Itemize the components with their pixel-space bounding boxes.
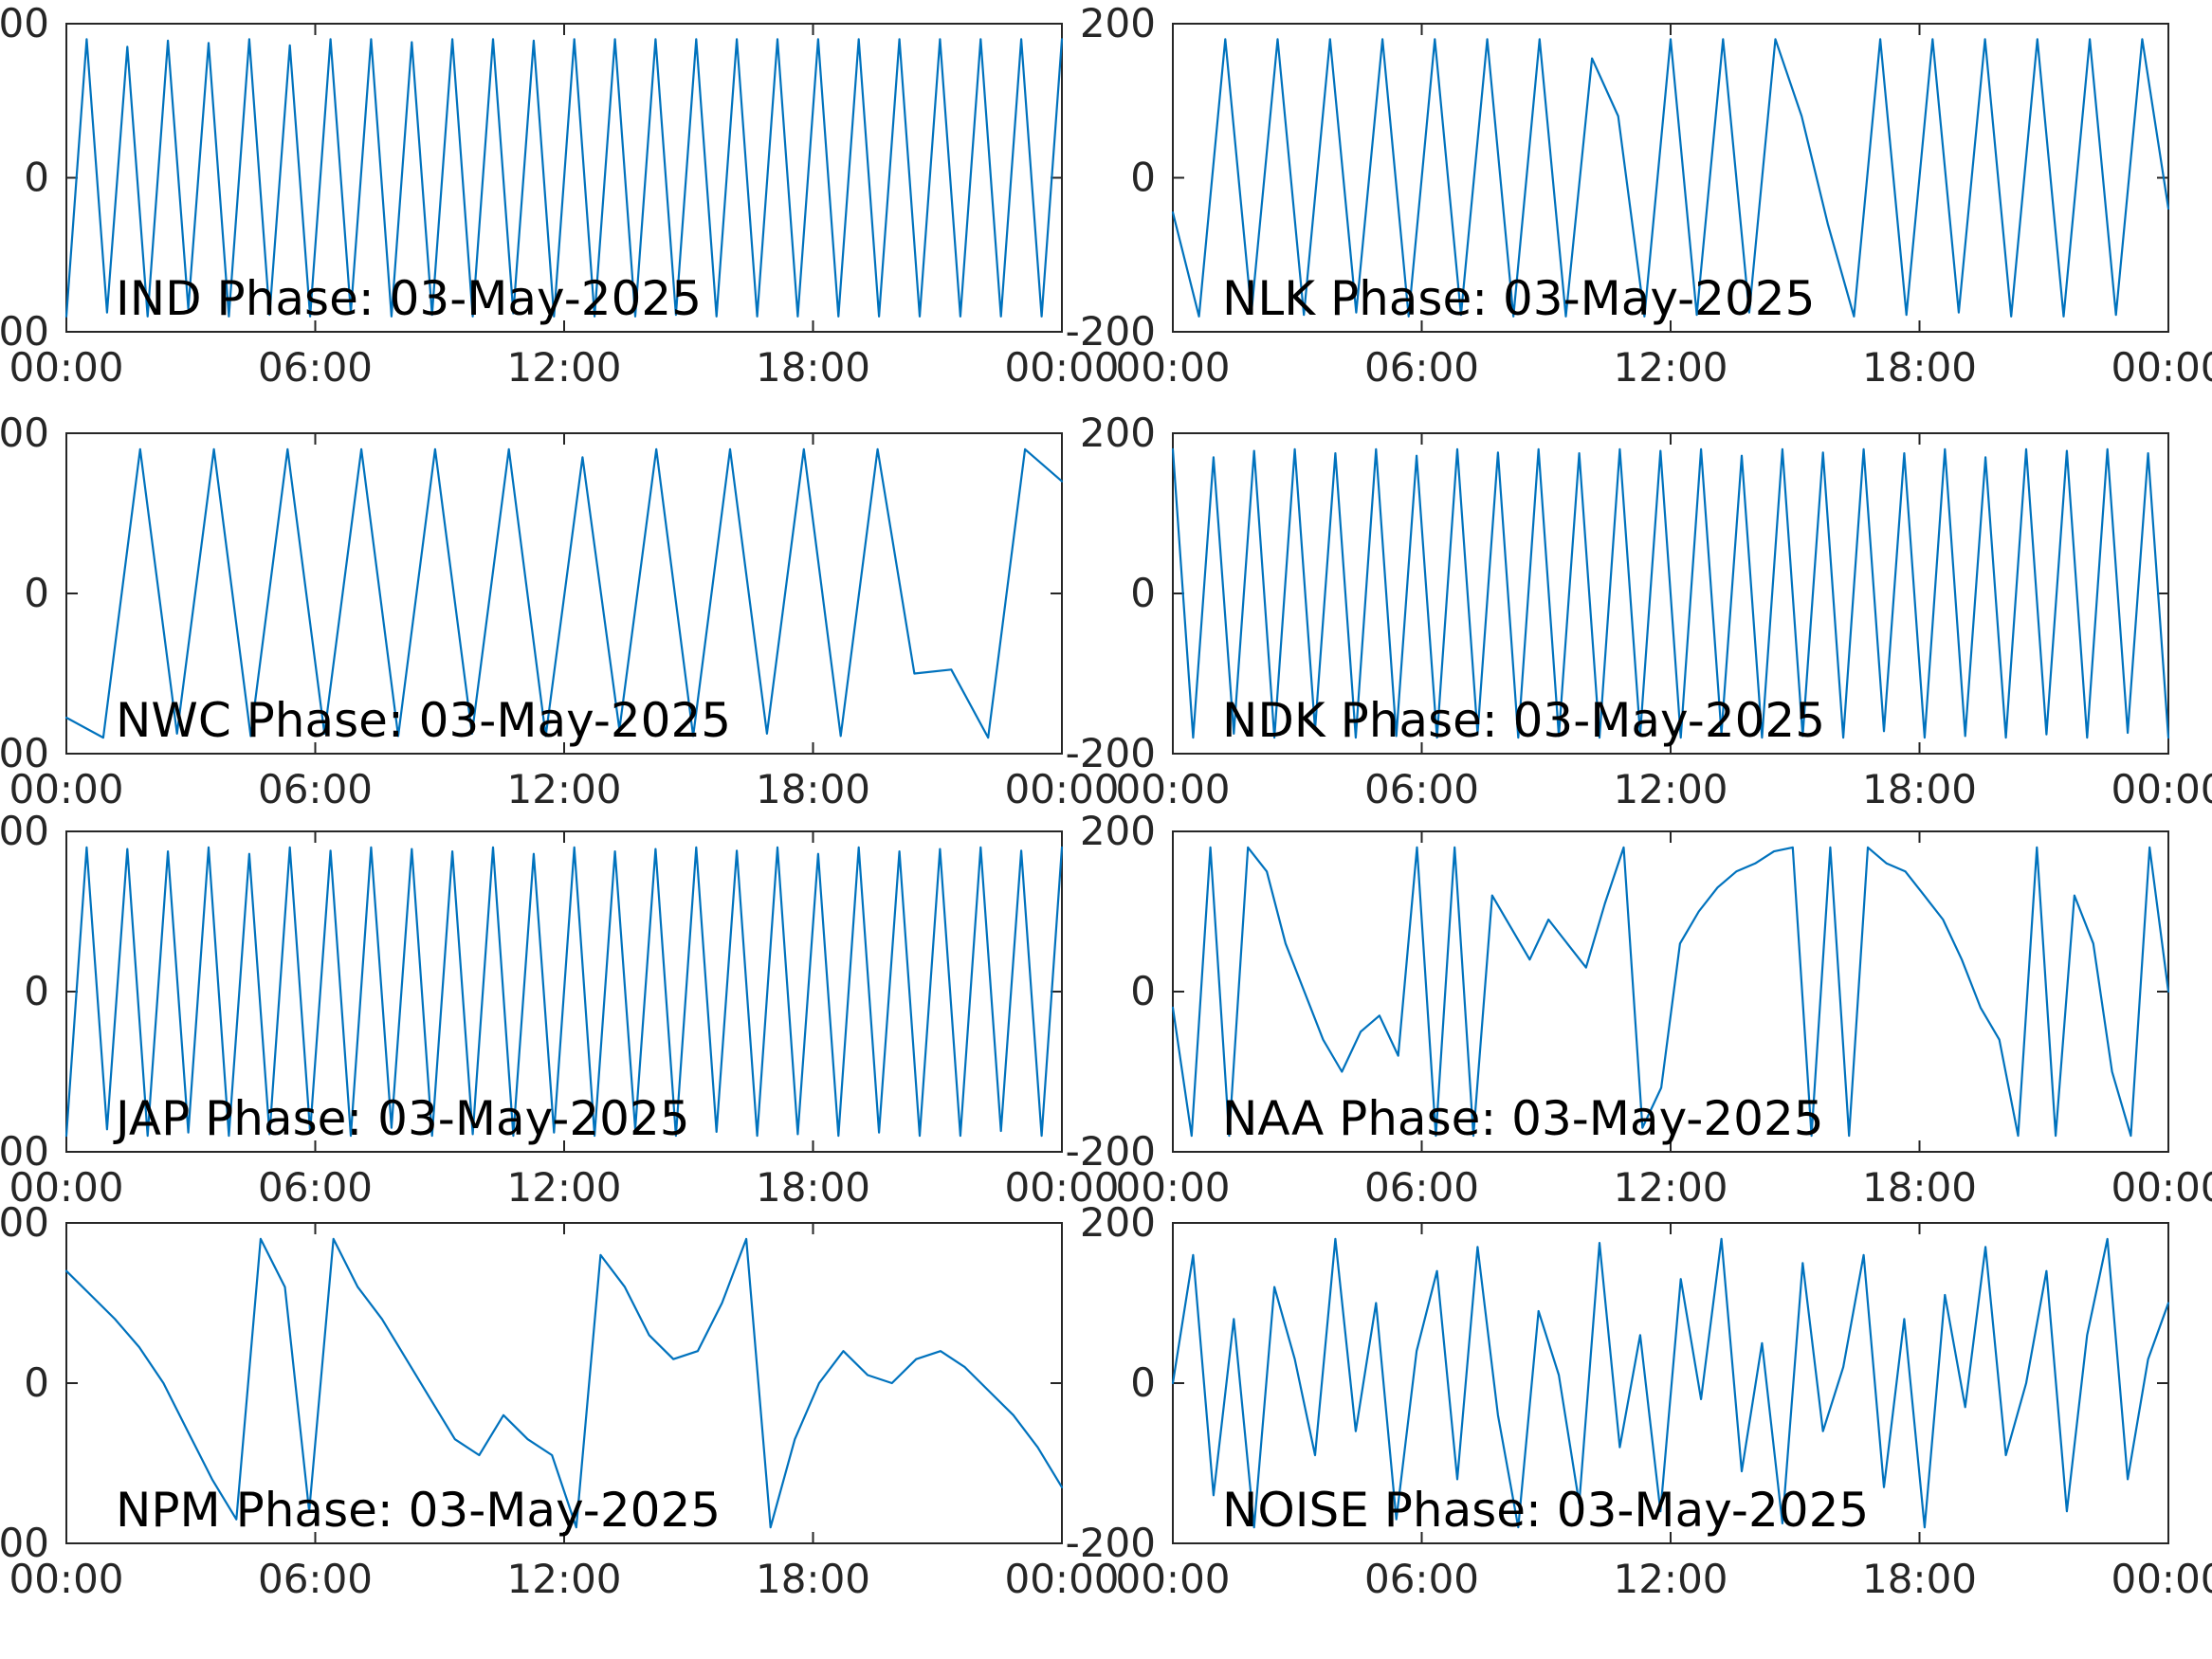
x-tick-label: 00:00 (9, 1556, 123, 1602)
y-tick-label: 0 (24, 968, 49, 1014)
y-tick-label: 00 (0, 0, 49, 46)
x-tick-label: 12:00 (1613, 766, 1728, 812)
x-tick-label: 12:00 (1613, 344, 1728, 391)
y-tick-label: 0 (1130, 1359, 1156, 1406)
y-tick-label: 00 (0, 410, 49, 456)
y-tick-label: 200 (1080, 808, 1156, 854)
chart-title: NOISE Phase: 03-May-2025 (1222, 1483, 1869, 1538)
x-tick-label: 06:00 (258, 1164, 373, 1211)
x-tick-label: 18:00 (756, 1556, 870, 1602)
x-tick-label: 06:00 (258, 344, 373, 391)
x-tick-label: 18:00 (756, 766, 870, 812)
x-tick-label: 18:00 (1862, 766, 1977, 812)
x-tick-label: 06:00 (258, 766, 373, 812)
x-tick-label: 18:00 (756, 1164, 870, 1211)
x-tick-label: 06:00 (258, 1556, 373, 1602)
chart-title: NDK Phase: 03-May-2025 (1222, 693, 1825, 748)
chart-title: NWC Phase: 03-May-2025 (116, 693, 731, 748)
phase-trace (64, 447, 1064, 739)
y-tick-label: -200 (1066, 730, 1156, 776)
phase-trace (1171, 1237, 2170, 1529)
x-tick-label: 06:00 (1364, 1164, 1479, 1211)
y-tick-label: 0 (1130, 155, 1156, 201)
axes-frame (1172, 23, 2169, 333)
x-tick-label: 00:00 (9, 766, 123, 812)
chart-title: JAP Phase: 03-May-2025 (113, 1091, 690, 1146)
y-tick-label: 200 (1080, 0, 1156, 46)
y-tick-label: 00 (0, 1520, 49, 1566)
x-tick-label: 12:00 (506, 1556, 621, 1602)
y-tick-label: 00 (0, 308, 49, 355)
x-tick-label: 00:00 (2111, 1556, 2212, 1602)
x-tick-label: 00:00 (9, 1164, 123, 1211)
y-tick-label: 0 (24, 570, 49, 616)
y-tick-label: 00 (0, 808, 49, 854)
y-tick-label: 00 (0, 1199, 49, 1246)
x-tick-label: 12:00 (506, 766, 621, 812)
y-tick-label: 0 (1130, 968, 1156, 1014)
x-tick-label: 00:00 (1004, 1556, 1119, 1602)
x-tick-label: 00:00 (2111, 344, 2212, 391)
x-tick-label: 00:00 (2111, 1164, 2212, 1211)
x-tick-label: 12:00 (506, 1164, 621, 1211)
y-tick-label: -200 (1066, 1520, 1156, 1566)
y-tick-label: -200 (1066, 308, 1156, 355)
y-tick-label: 200 (1080, 1199, 1156, 1246)
y-tick-label: 0 (1130, 570, 1156, 616)
chart-title: IND Phase: 03-May-2025 (116, 271, 702, 326)
x-tick-label: 00:00 (1004, 766, 1119, 812)
x-tick-label: 12:00 (1613, 1164, 1728, 1211)
x-tick-label: 06:00 (1364, 344, 1479, 391)
x-tick-label: 00:00 (1115, 1164, 1230, 1211)
chart-title: NAA Phase: 03-May-2025 (1222, 1091, 1824, 1146)
x-tick-label: 18:00 (756, 344, 870, 391)
x-tick-label: 00:00 (9, 344, 123, 391)
x-tick-label: 12:00 (506, 344, 621, 391)
phase-trace (1171, 447, 2170, 739)
phase-trace (1171, 38, 2170, 318)
chart-title: NLK Phase: 03-May-2025 (1222, 271, 1815, 326)
x-tick-label: 06:00 (1364, 1556, 1479, 1602)
y-tick-label: -200 (1066, 1128, 1156, 1175)
x-tick-label: 00:00 (1115, 1556, 1230, 1602)
phase-trace (64, 846, 1064, 1138)
chart-title: NPM Phase: 03-May-2025 (116, 1483, 721, 1538)
x-tick-label: 00:00 (2111, 766, 2212, 812)
phase-trace (64, 1237, 1064, 1529)
x-tick-label: 00:00 (1004, 1164, 1119, 1211)
x-tick-label: 18:00 (1862, 1556, 1977, 1602)
y-tick-label: 00 (0, 1128, 49, 1175)
phase-trace (64, 38, 1064, 318)
x-tick-label: 18:00 (1862, 1164, 1977, 1211)
axes-frame (1172, 830, 2169, 1153)
y-tick-label: 0 (24, 1359, 49, 1406)
x-tick-label: 00:00 (1115, 766, 1230, 812)
x-tick-label: 12:00 (1613, 1556, 1728, 1602)
x-tick-label: 00:00 (1115, 344, 1230, 391)
x-tick-label: 06:00 (1364, 766, 1479, 812)
y-tick-label: 00 (0, 730, 49, 776)
y-tick-label: 0 (24, 155, 49, 201)
y-tick-label: 200 (1080, 410, 1156, 456)
x-tick-label: 18:00 (1862, 344, 1977, 391)
x-tick-label: 00:00 (1004, 344, 1119, 391)
phase-trace (1171, 846, 2170, 1138)
